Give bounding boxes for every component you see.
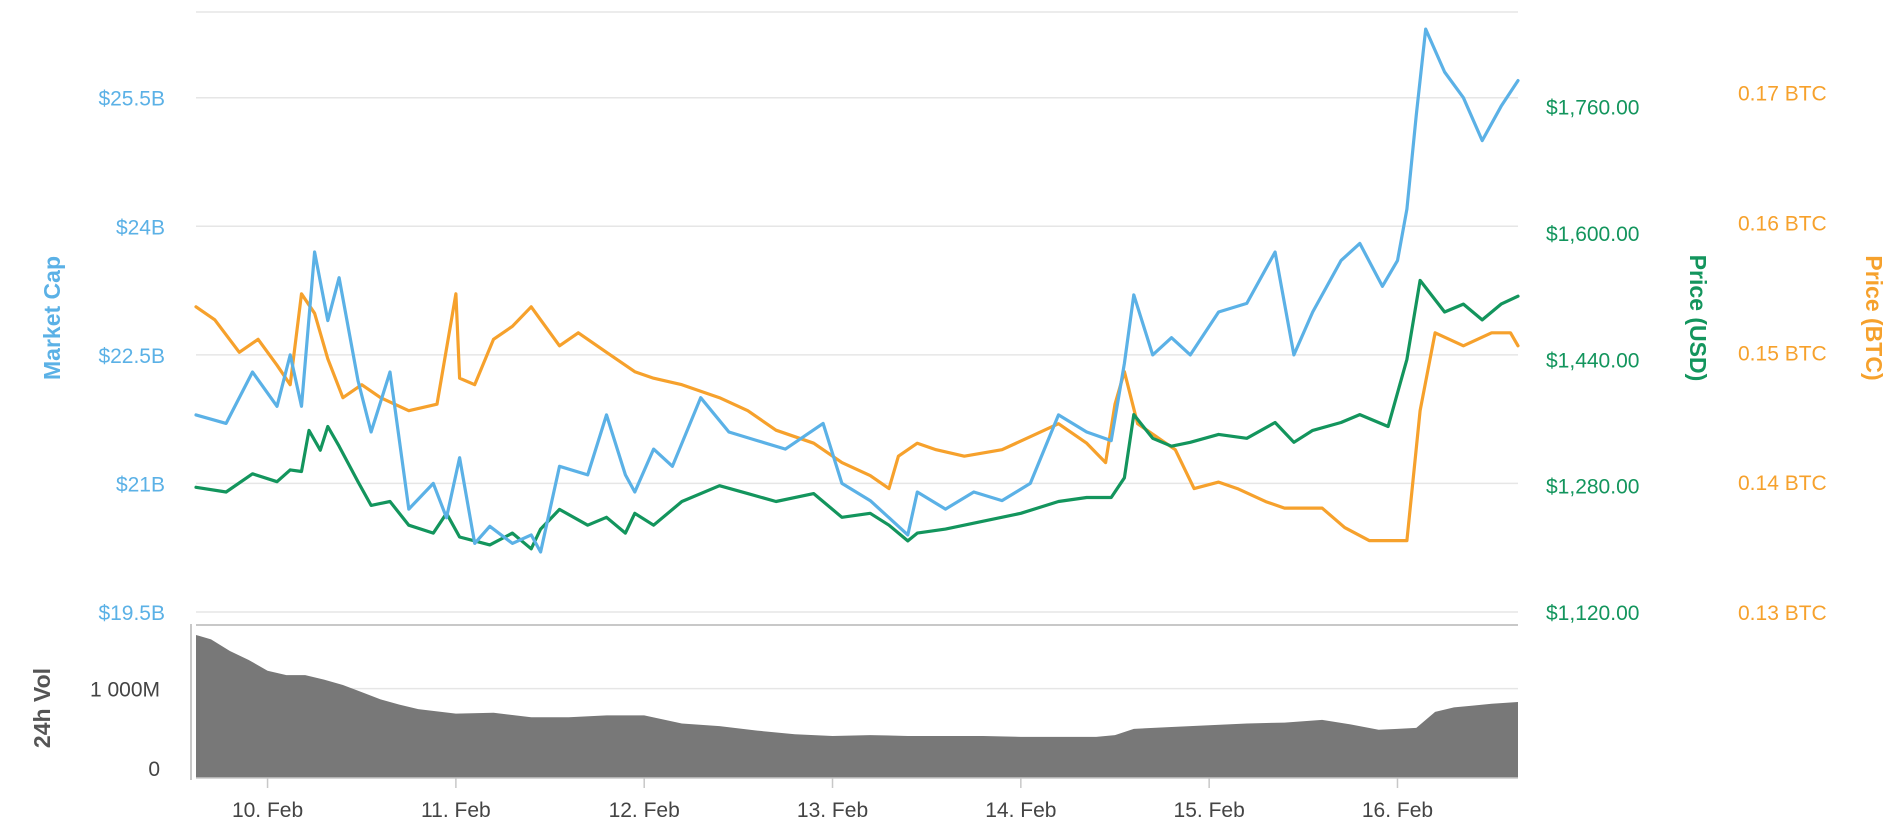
market-cap-axis-title: Market Cap	[39, 256, 65, 380]
price-usd-tick-label: $1,120.00	[1546, 602, 1639, 625]
price-btc-tick-label: 0.14 BTC	[1738, 472, 1827, 495]
volume-tick-label: 0	[148, 758, 160, 781]
x-tick-label: 13. Feb	[797, 799, 868, 822]
price-usd-line	[194, 278, 1520, 551]
x-tick-label: 11. Feb	[421, 799, 491, 822]
x-tick-label: 12. Feb	[609, 799, 680, 822]
price-usd-tick-label: $1,600.00	[1546, 223, 1639, 246]
price-usd-tick-label: $1,280.00	[1546, 476, 1639, 499]
x-tick-label: 10. Feb	[232, 799, 303, 822]
gridlines	[196, 11, 1518, 690]
market-cap-line	[194, 27, 1520, 554]
price-btc-tick-label: 0.13 BTC	[1738, 602, 1827, 625]
price-btc-tick-label: 0.15 BTC	[1738, 342, 1827, 365]
market-cap-tick-label: $19.5B	[98, 602, 165, 625]
price-btc-tick-label: 0.16 BTC	[1738, 212, 1827, 235]
price-btc-line	[194, 292, 1520, 543]
price-btc-tick-label: 0.17 BTC	[1738, 83, 1827, 106]
volume-area	[196, 634, 1518, 778]
volume-axis-title: 24h Vol	[29, 668, 55, 748]
market-cap-tick-label: $25.5B	[98, 88, 165, 111]
price-usd-tick-label: $1,440.00	[1546, 349, 1639, 372]
price-usd-tick-label: $1,760.00	[1546, 97, 1639, 120]
market-cap-tick-label: $22.5B	[98, 345, 165, 368]
price-usd-axis-title: Price (USD)	[1685, 255, 1711, 382]
x-tick-label: 14. Feb	[985, 799, 1056, 822]
price-btc-axis-title: Price (BTC)	[1861, 255, 1887, 380]
market-cap-tick-label: $21B	[116, 473, 165, 496]
market-cap-tick-label: $24B	[116, 216, 165, 239]
x-tick-label: 15. Feb	[1174, 799, 1245, 822]
x-tick-label: 16. Feb	[1362, 799, 1433, 822]
volume-tick-label: 1 000M	[90, 679, 160, 702]
